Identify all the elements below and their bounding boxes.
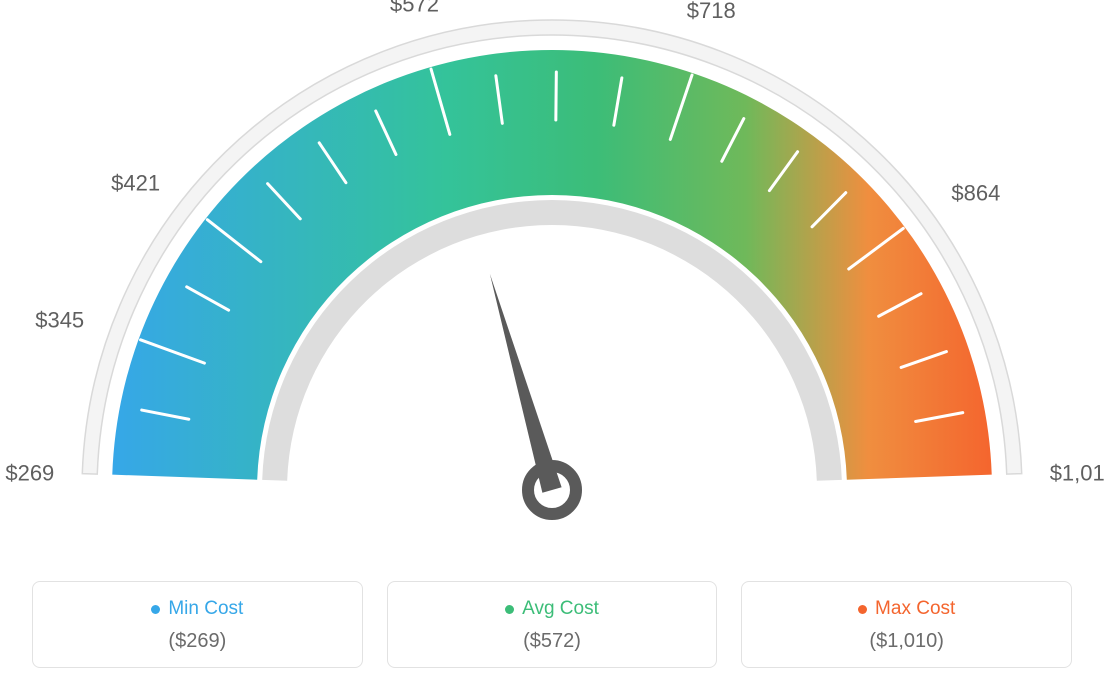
avg-cost-label: Avg Cost — [522, 598, 599, 620]
gauge-chart-container: $269 $345 $421 $572 $718 $864 $1,010 Min Cost … — [0, 0, 1104, 690]
svg-text:$864: $864 — [951, 181, 1000, 206]
max-cost-value: ($1,010) — [752, 630, 1061, 653]
svg-text:$345: $345 — [35, 307, 84, 332]
max-cost-label-row: Max Cost — [858, 598, 955, 620]
max-cost-card: Max Cost ($1,010) — [741, 581, 1072, 668]
min-cost-value: ($269) — [43, 630, 352, 653]
svg-text:$421: $421 — [111, 171, 160, 196]
avg-cost-card: Avg Cost ($572) — [387, 581, 718, 668]
avg-cost-value: ($572) — [398, 630, 707, 653]
gauge-area: $269 $345 $421 $572 $718 $864 $1,010 — [0, 0, 1104, 560]
gauge-svg: $269 $345 $421 $572 $718 $864 $1,010 — [0, 0, 1104, 560]
svg-text:$572: $572 — [390, 0, 439, 16]
svg-text:$1,010: $1,010 — [1050, 461, 1104, 486]
svg-text:$718: $718 — [687, 0, 736, 23]
svg-text:$269: $269 — [5, 461, 54, 486]
max-cost-label: Max Cost — [875, 598, 955, 620]
min-cost-label: Min Cost — [168, 598, 243, 620]
min-dot-icon — [151, 605, 160, 614]
min-cost-label-row: Min Cost — [151, 598, 243, 620]
max-dot-icon — [858, 605, 867, 614]
avg-cost-label-row: Avg Cost — [505, 598, 599, 620]
min-cost-card: Min Cost ($269) — [32, 581, 363, 668]
avg-dot-icon — [505, 605, 514, 614]
summary-cards: Min Cost ($269) Avg Cost ($572) Max Cost… — [32, 581, 1072, 668]
